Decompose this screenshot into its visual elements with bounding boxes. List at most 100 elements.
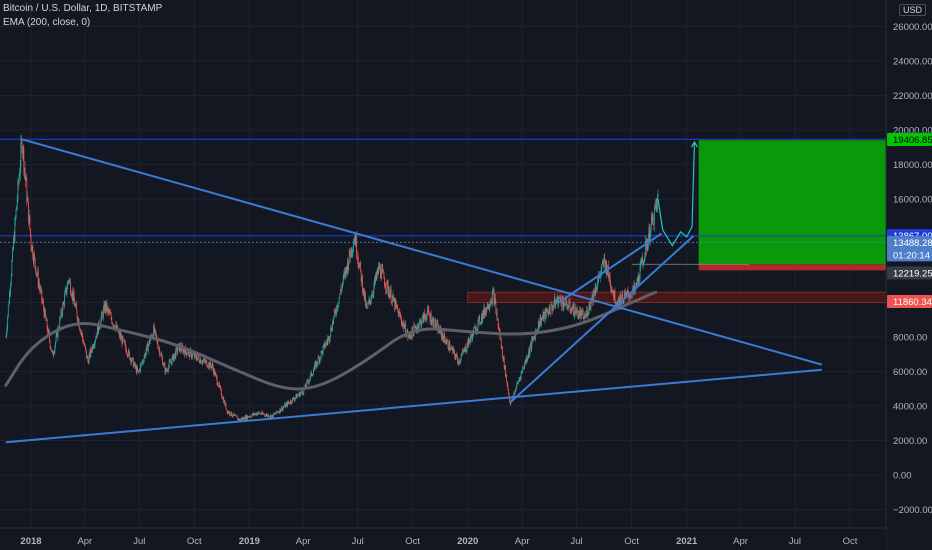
candle-body — [320, 357, 321, 358]
candle-body — [330, 327, 332, 337]
candle-body — [638, 274, 640, 281]
candle-body — [221, 395, 223, 398]
candle-body — [603, 258, 605, 267]
candle-body — [609, 276, 610, 280]
trendline[interactable] — [558, 232, 663, 304]
candle-body — [213, 368, 214, 374]
candle-body — [112, 323, 114, 326]
candle-body — [410, 336, 412, 338]
candle-body — [273, 413, 275, 415]
price-tick-label: 18000.00 — [893, 160, 932, 171]
candle-body — [242, 417, 244, 420]
candle-body — [652, 214, 653, 222]
candle-body — [441, 334, 443, 338]
price-tick-label: −2000.00 — [893, 505, 932, 516]
candle-body — [329, 339, 330, 342]
projection-path[interactable] — [657, 140, 698, 247]
candle-body — [321, 350, 323, 354]
candle-body — [482, 311, 484, 316]
candle-body — [37, 271, 38, 275]
candle-body — [144, 353, 146, 357]
candle-body — [356, 236, 357, 255]
stop-zone[interactable] — [698, 264, 898, 271]
candle-body — [172, 354, 174, 358]
candle-body — [155, 332, 157, 337]
candle-body — [157, 343, 159, 349]
time-tick-label: Jul — [789, 536, 801, 547]
candle-body — [266, 414, 268, 416]
target-price-label-bg — [887, 132, 932, 146]
price-axis[interactable]: 26000.00 24000.00 22000.00 20000.00 18000.00… — [885, 0, 932, 550]
candle-body — [287, 401, 289, 407]
candle-body — [242, 417, 244, 420]
candle-body — [348, 249, 350, 263]
candle-body — [487, 303, 489, 309]
candle-body — [201, 362, 203, 364]
candle-body — [653, 224, 655, 226]
candle-body — [478, 316, 480, 318]
time-axis[interactable]: 2018 Apr Jul Oct 2019 Apr Jul Oct 2020 Apr Jul Oct 2… — [0, 527, 886, 550]
candle-body — [619, 297, 621, 304]
candle-body — [569, 301, 570, 303]
candle-body — [452, 348, 454, 353]
trendline[interactable] — [21, 138, 823, 366]
candle-body — [179, 345, 181, 352]
candle-body — [453, 348, 455, 352]
candle-body — [67, 281, 69, 283]
candle-body — [457, 357, 458, 362]
target-zone[interactable] — [698, 140, 898, 265]
candle-body — [160, 353, 162, 356]
candle-body — [50, 348, 52, 352]
current-price-label[interactable]: 13488.28 — [893, 238, 932, 249]
candle-body — [458, 360, 460, 363]
candle-body — [516, 382, 518, 384]
candle-body — [11, 261, 13, 276]
candle-body — [326, 341, 327, 343]
candle-body — [94, 345, 95, 347]
candle-body — [207, 366, 208, 368]
candle-body — [452, 348, 454, 353]
stop-price-label[interactable]: 11860.34 — [893, 297, 932, 308]
candle-body — [549, 307, 551, 314]
candle-body — [467, 343, 469, 347]
candle-body — [234, 415, 235, 416]
candle-body — [650, 216, 652, 226]
candle-body — [102, 308, 104, 318]
candle-body — [526, 357, 528, 361]
time-tick-label: Jul — [352, 536, 364, 547]
candle-body — [51, 350, 53, 352]
target-price-label[interactable]: 19406.85 — [893, 135, 932, 146]
trendline[interactable] — [509, 235, 694, 404]
candle-body — [518, 379, 520, 381]
trendline[interactable] — [5, 368, 822, 444]
projection-line[interactable] — [657, 142, 696, 247]
candle-body — [577, 310, 579, 319]
candle-body — [197, 355, 199, 359]
candle-body — [601, 264, 603, 271]
currency-button[interactable]: USD — [898, 4, 926, 16]
candle-body — [70, 292, 72, 296]
candle-body — [297, 395, 299, 396]
horizontal-levels[interactable] — [0, 138, 886, 243]
symbol-legend[interactable]: Bitcoin / U.S. Dollar, 1D, BITSTAMP — [3, 3, 163, 14]
candle-body — [391, 302, 393, 304]
candle-body — [589, 302, 591, 308]
candle-body — [426, 318, 427, 320]
candle-body — [532, 337, 534, 341]
entry-price-label[interactable]: 12219.25 — [893, 268, 932, 279]
candle-body — [249, 416, 251, 417]
candle-body — [636, 283, 637, 287]
trendlines[interactable] — [5, 138, 823, 444]
candle-body — [21, 140, 23, 151]
candle-body — [110, 313, 111, 315]
candle-body — [494, 297, 496, 302]
candle-body — [417, 325, 418, 328]
candle-body — [219, 382, 220, 387]
candle-body — [73, 292, 75, 301]
indicator-legend[interactable]: EMA (200, close, 0) — [3, 17, 91, 28]
candle-body — [335, 310, 336, 314]
candle-body — [464, 346, 466, 352]
candle-body — [376, 269, 378, 274]
candle-body — [190, 351, 192, 358]
